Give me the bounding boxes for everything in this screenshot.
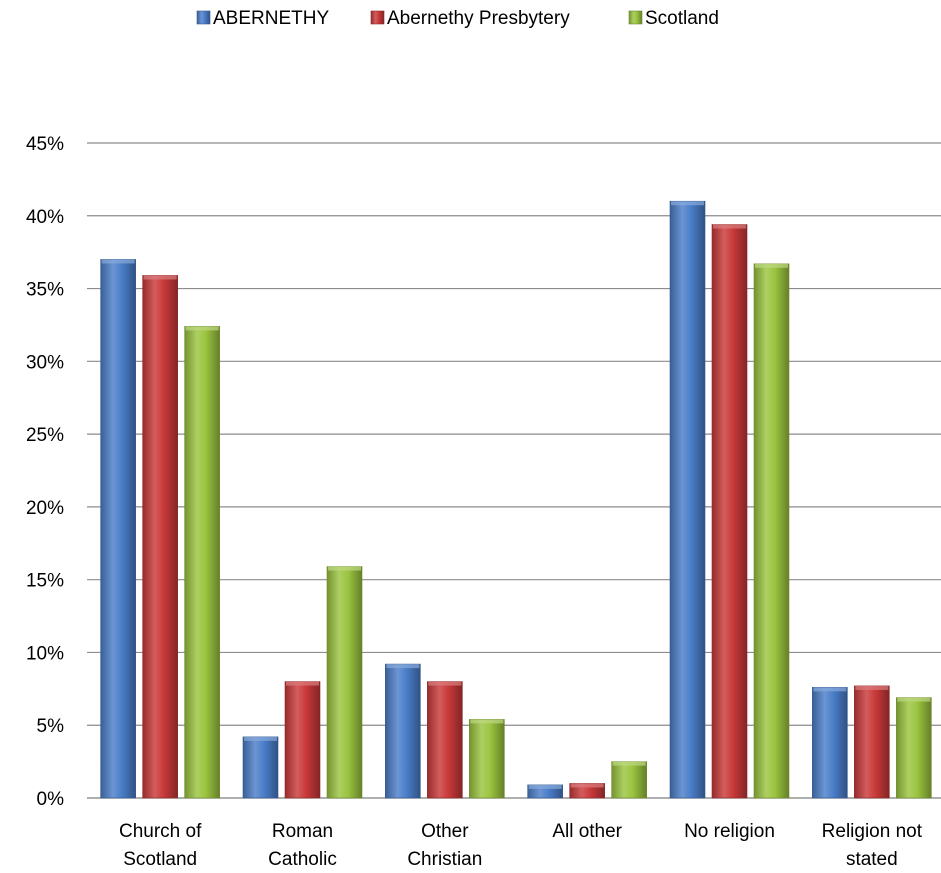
bar-abernethy [669, 200, 706, 799]
y-tick-label: 5% [37, 716, 65, 737]
y-tick-label: 45% [26, 134, 64, 155]
legend-swatch [628, 10, 643, 25]
x-tick-label: No religion [684, 821, 775, 842]
bar-top-highlight [286, 681, 319, 686]
bar-top-highlight [244, 736, 277, 741]
y-tick-label: 40% [26, 207, 64, 228]
legend-swatch [196, 10, 211, 25]
x-tick-label: Roman Catholic [268, 821, 337, 870]
bar-scotland [184, 326, 220, 799]
bar-abernethy [100, 259, 136, 799]
bar-top-highlight [185, 326, 219, 331]
legend-label: Scotland [645, 8, 719, 29]
y-tick-label: 30% [26, 352, 64, 373]
bar-scotland [469, 719, 505, 799]
bar-top-highlight [755, 263, 788, 268]
bars [100, 200, 932, 799]
bar-abernethy-presbytery [142, 275, 178, 799]
bar-top-highlight [855, 685, 889, 690]
x-tick-label: All other [552, 821, 622, 842]
bar-abernethy [385, 663, 421, 799]
y-tick-label: 35% [26, 280, 64, 301]
bar-top-highlight [386, 664, 420, 669]
y-tick-label: 25% [26, 425, 64, 446]
bar-abernethy-presbytery [854, 685, 890, 799]
legend: ABERNETHY Abernethy Presbytery Scotland [196, 8, 719, 29]
bar-abernethy [242, 736, 279, 799]
bar-top-highlight [713, 224, 746, 229]
bar-top-highlight [671, 201, 704, 206]
x-tick-label: Other Christian [407, 821, 482, 870]
bar-abernethy-presbytery [284, 681, 321, 799]
y-tick-label: 10% [26, 643, 64, 664]
bar-top-highlight [143, 275, 177, 280]
bar-top-highlight [897, 697, 931, 702]
x-tick-label: Church of Scotland [119, 821, 202, 870]
x-tick-label: Religion not stated [822, 821, 923, 870]
legend-label: ABERNETHY [213, 8, 329, 29]
legend-label: Abernethy Presbytery [387, 8, 570, 29]
bar-top-highlight [101, 259, 135, 264]
y-tick-label: 15% [26, 571, 64, 592]
bar-top-highlight [612, 761, 646, 766]
bar-top-highlight [470, 719, 504, 724]
bar-scotland [753, 263, 790, 799]
bar-abernethy [812, 687, 848, 799]
bar-scotland [326, 566, 363, 799]
bar-top-highlight [528, 784, 562, 789]
bar-abernethy-presbytery [711, 224, 748, 799]
x-axis: Church of Scotland Roman Catholic Other Chris… [119, 821, 923, 870]
bar-abernethy-presbytery [427, 681, 463, 799]
y-tick-label: 0% [37, 789, 65, 810]
gridlines [87, 142, 941, 799]
bar-scotland [611, 761, 647, 799]
y-tick-label: 20% [26, 498, 64, 519]
bar-top-highlight [428, 681, 462, 686]
bar-top-highlight [570, 783, 604, 788]
bar-top-highlight [328, 566, 361, 571]
bar-scotland [896, 697, 932, 799]
y-axis: 0% 5% 10% 15% 20% 25% 30% 35% 40% 45% [26, 134, 64, 810]
bar-top-highlight [813, 687, 847, 692]
legend-swatch [370, 10, 385, 25]
